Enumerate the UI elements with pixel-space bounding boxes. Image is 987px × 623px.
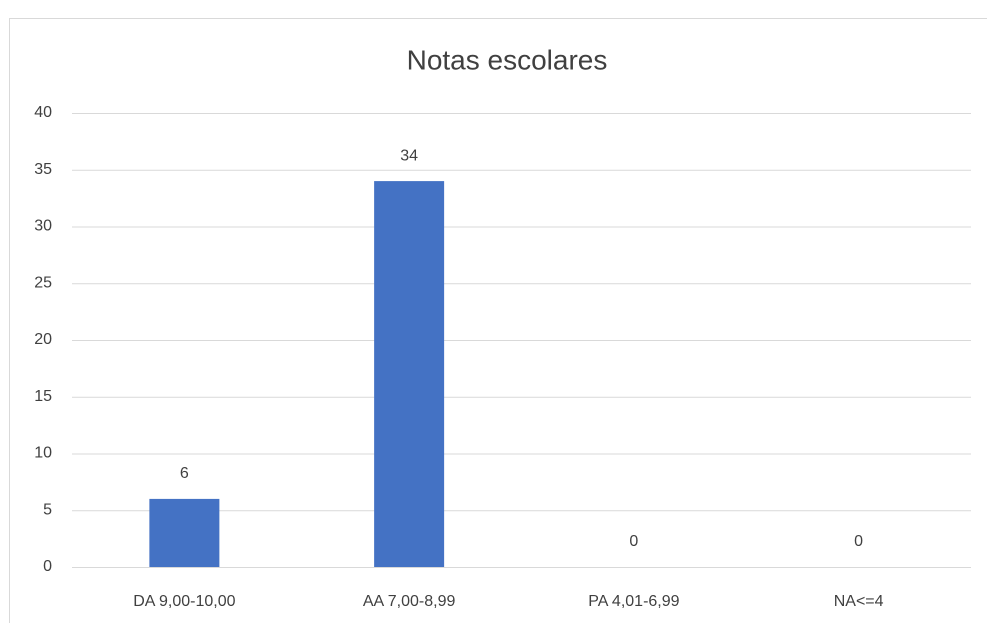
y-tick-label: 25 [34,274,52,291]
x-tick-label: DA 9,00-10,00 [133,593,235,610]
y-tick-label: 40 [34,104,52,121]
data-label: 0 [854,533,863,550]
y-tick-label: 5 [43,501,52,518]
data-label: 34 [400,147,418,164]
bar [149,498,220,567]
y-tick-label: 35 [34,161,52,178]
y-tick-label: 15 [34,388,52,405]
bar [374,181,445,567]
data-label: 0 [629,533,638,550]
x-tick-label: NA<=4 [834,593,884,610]
y-tick-label: 20 [34,331,52,348]
y-tick-label: 10 [34,445,52,462]
chart-title: Notas escolares [407,44,608,75]
y-tick-label: 30 [34,218,52,235]
data-label: 6 [180,465,189,482]
x-tick-label: PA 4,01-6,99 [588,593,679,610]
y-tick-label: 0 [43,558,52,575]
x-tick-label: AA 7,00-8,99 [363,593,456,610]
